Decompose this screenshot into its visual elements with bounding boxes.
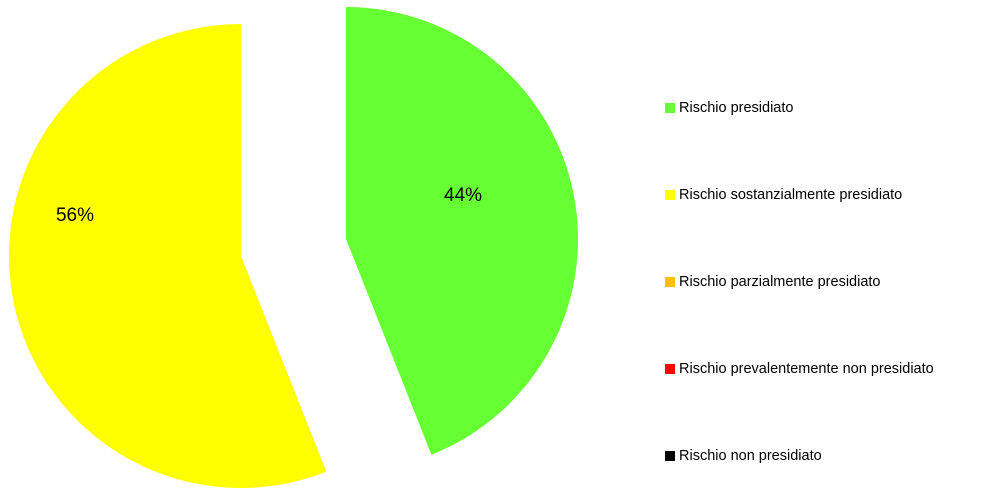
- pie-slice-rischio-sostanzialmente-presidiato: [8, 24, 327, 488]
- legend-swatch: [665, 103, 675, 113]
- pie-slice-rischio-presidiato: [346, 7, 578, 455]
- legend-item: Rischio non presidiato: [665, 448, 822, 464]
- legend-swatch: [665, 277, 675, 287]
- legend-label: Rischio parzialmente presidiato: [679, 274, 881, 290]
- legend-item: Rischio parzialmente presidiato: [665, 274, 881, 290]
- legend-label: Rischio non presidiato: [679, 448, 822, 464]
- slice-percent-label: 56%: [56, 205, 94, 226]
- legend-item: Rischio presidiato: [665, 100, 793, 116]
- legend-swatch: [665, 451, 675, 461]
- legend-item: Rischio prevalentemente non presidiato: [665, 361, 934, 377]
- legend-label: Rischio sostanzialmente presidiato: [679, 187, 903, 203]
- legend-item: Rischio sostanzialmente presidiato: [665, 187, 902, 203]
- legend-label: Rischio prevalentemente non presidiato: [679, 361, 934, 377]
- legend-swatch: [665, 190, 675, 200]
- legend-label: Rischio presidiato: [679, 100, 794, 116]
- legend-swatch: [665, 364, 675, 374]
- slice-percent-label: 44%: [444, 185, 482, 206]
